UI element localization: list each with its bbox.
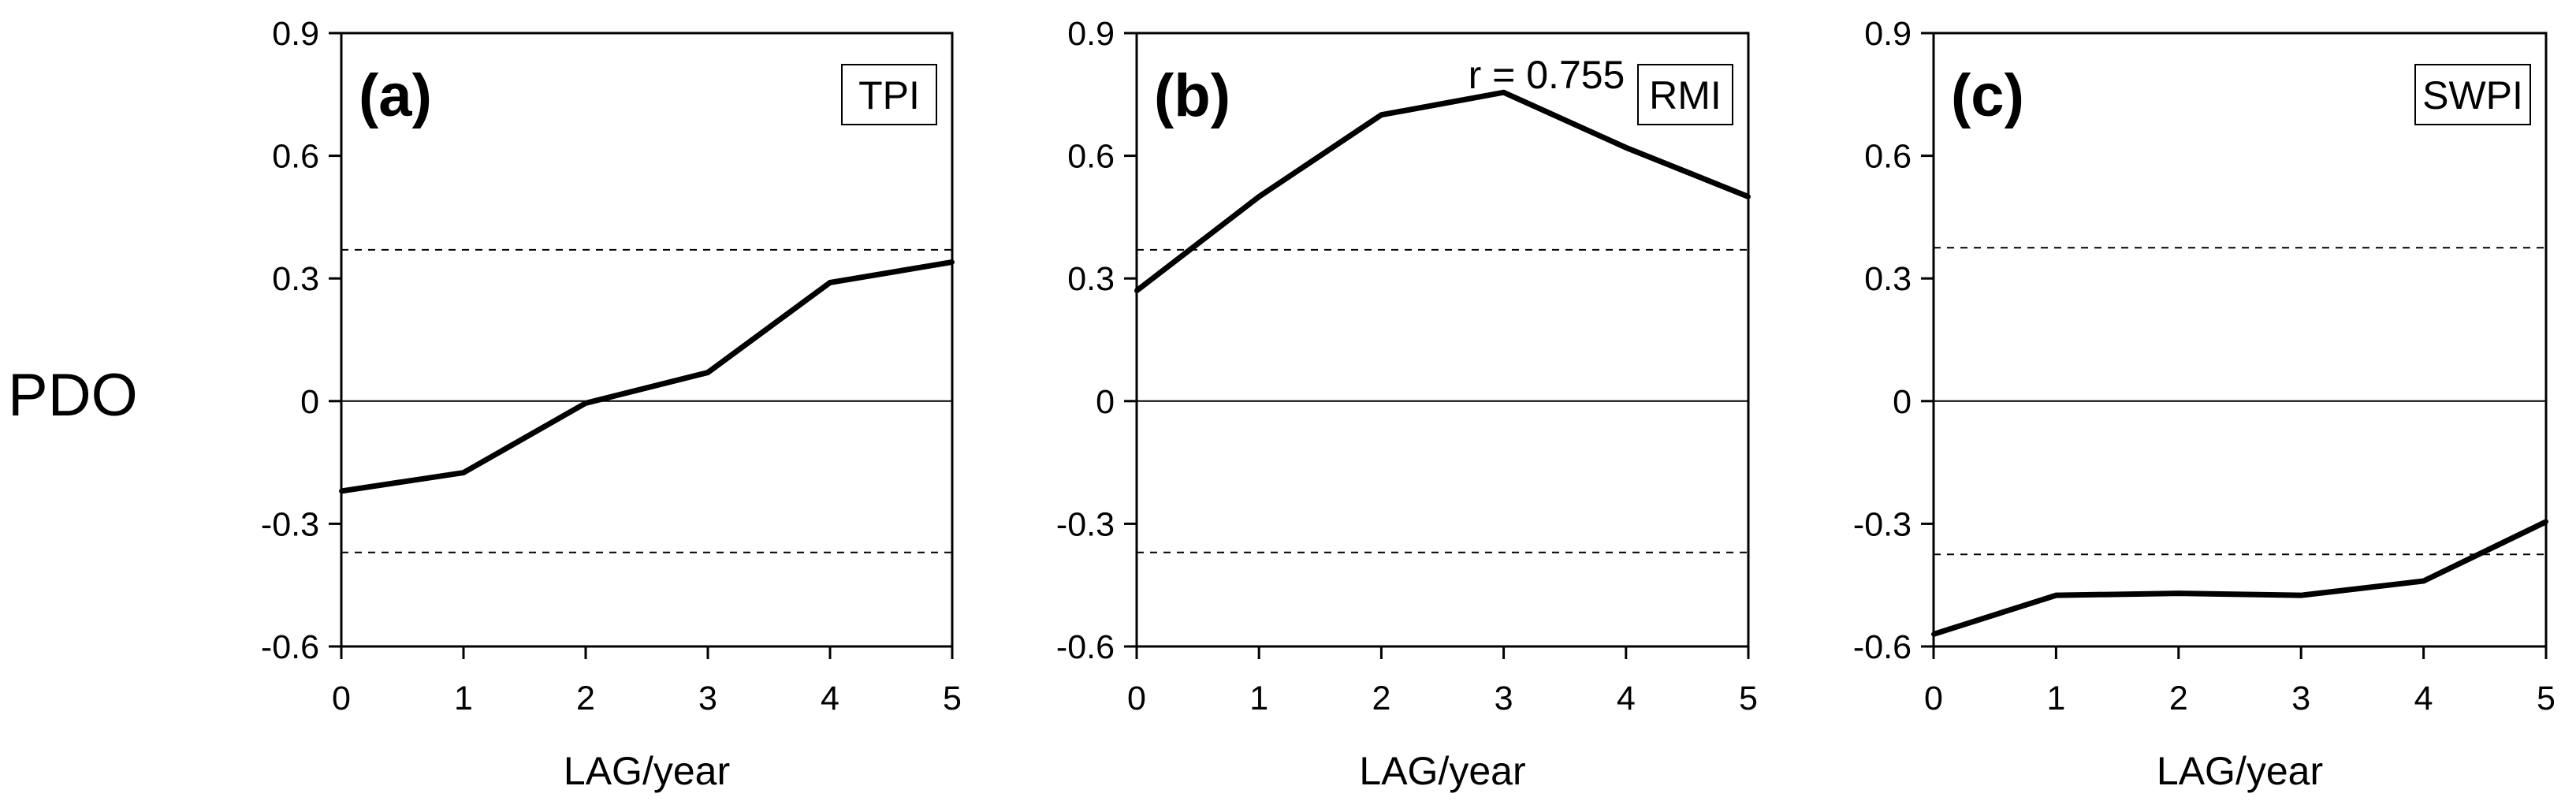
x-tick-label: 1: [2046, 680, 2065, 717]
x-tick-label: 3: [698, 680, 717, 717]
data-point: [1134, 288, 1139, 293]
index-name-label: RMI: [1649, 73, 1722, 117]
x-tick-label: 4: [2414, 680, 2433, 717]
panel-tag: (b): [1154, 62, 1230, 129]
y-tick-label: -0.6: [261, 628, 319, 666]
data-point: [828, 280, 832, 285]
x-axis-title: LAG/year: [564, 749, 730, 793]
data-point: [1501, 90, 1506, 95]
y-tick-label: 0.6: [1864, 138, 1912, 176]
x-tick-label: 1: [454, 680, 473, 717]
y-tick-label: 0.9: [1864, 15, 1912, 53]
y-tick-label: 0.9: [1067, 15, 1115, 53]
y-tick-label: 0: [300, 383, 319, 421]
x-tick-label: 2: [576, 680, 595, 717]
data-point: [2176, 590, 2181, 596]
x-tick-label: 3: [1495, 680, 1513, 717]
x-tick-label: 4: [1617, 680, 1636, 717]
x-tick-label: 3: [2291, 680, 2310, 717]
y-tick-label: 0.3: [272, 260, 319, 298]
y-tick-label: 0.9: [272, 15, 319, 53]
data-point: [1931, 631, 1936, 637]
index-name-label: TPI: [858, 73, 920, 117]
index-name-label: SWPI: [2422, 73, 2523, 117]
data-point: [705, 370, 710, 375]
data-point: [1623, 145, 1629, 151]
plot-frame: [1135, 32, 1750, 648]
data-point: [1379, 112, 1384, 117]
x-tick-label: 0: [1127, 680, 1146, 717]
panel-swpi: 0.9 0.6 0.3 0 -0.3 -0.6 0 1 2 3 4 5 LAG/year (c) SWPI: [1853, 15, 2556, 793]
panel-tag: (a): [359, 62, 432, 129]
x-tick-label: 0: [332, 680, 351, 717]
x-axis-title: LAG/year: [1359, 749, 1525, 793]
y-tick-label: 0.3: [1864, 260, 1912, 298]
x-axis-title: LAG/year: [2157, 749, 2323, 793]
index-name-box: [2414, 64, 2531, 125]
data-point: [1256, 194, 1262, 199]
data-point: [461, 470, 466, 475]
x-tick-label: 2: [2169, 680, 2188, 717]
data-point: [339, 488, 344, 494]
shared-y-axis-title: PDO: [8, 362, 138, 429]
index-name-box: [1637, 64, 1733, 125]
y-tick-label: 0: [1893, 383, 1912, 421]
index-name-box: [841, 64, 937, 125]
y-tick-label: -0.6: [1056, 628, 1115, 666]
series-line: [1134, 89, 1750, 293]
x-tick-label: 5: [2537, 680, 2556, 717]
y-tick-label: 0: [1096, 383, 1115, 421]
data-point: [2053, 593, 2059, 598]
x-tick-label: 1: [1249, 680, 1268, 717]
panel-rmi: 0.9 0.6 0.3 0 -0.3 -0.6 0 1 2 3 4 5 LAG/year (b) RMI r …: [1056, 15, 1758, 793]
data-point: [2544, 519, 2548, 524]
plot-frame: [1932, 32, 2548, 648]
y-tick-label: -0.3: [261, 505, 319, 543]
data-point: [2421, 579, 2426, 584]
y-tick-label: 0.3: [1067, 260, 1115, 298]
correlation-annotation: r = 0.755: [1469, 53, 1625, 97]
y-tick-label: -0.3: [1056, 505, 1115, 543]
data-point: [950, 259, 955, 265]
data-point: [1746, 194, 1751, 199]
series-line: [1932, 519, 2548, 637]
y-tick-label: -0.6: [1853, 628, 1912, 666]
y-tick-label: -0.3: [1853, 505, 1912, 543]
x-tick-label: 2: [1372, 680, 1390, 717]
data-point: [583, 400, 588, 406]
series-line: [341, 259, 953, 494]
x-tick-label: 5: [1739, 680, 1758, 717]
y-tick-label: 0.6: [272, 138, 319, 176]
panel-tag: (c): [1951, 62, 2024, 129]
x-tick-label: 4: [821, 680, 839, 717]
plot-frame: [340, 32, 954, 648]
y-tick-label: 0.6: [1067, 138, 1115, 176]
data-point: [2299, 593, 2304, 598]
panel-tpi: 0.9 0.6 0.3 0 -0.3 -0.6 0 1 2 3 4 5 LAG/year (a) TPI: [261, 15, 962, 793]
x-tick-label: 0: [1924, 680, 1943, 717]
x-tick-label: 5: [943, 680, 962, 717]
